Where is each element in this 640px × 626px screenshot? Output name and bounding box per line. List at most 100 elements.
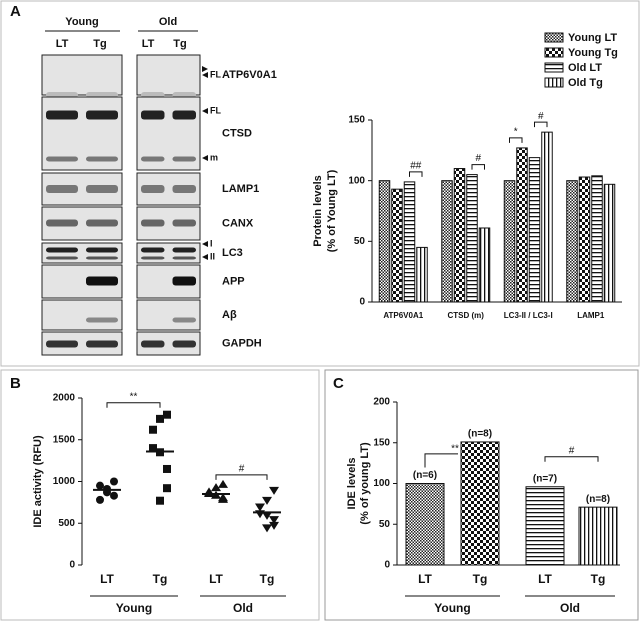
data-point <box>110 491 118 500</box>
legend-label: Young LT <box>568 32 617 44</box>
bar <box>441 180 453 303</box>
sig-bracket <box>544 456 599 462</box>
x-tick-label: ATP6V0A1 <box>383 311 423 320</box>
blot-marker: II <box>210 251 215 261</box>
blot-marker: I <box>210 238 213 248</box>
data-point <box>110 477 118 486</box>
marker-arrow <box>202 108 208 114</box>
blot-row-label: CANX <box>222 217 254 229</box>
annotation: * <box>514 127 518 138</box>
annotation: # <box>239 463 245 474</box>
blot-band <box>172 219 196 227</box>
bar <box>541 131 553 303</box>
blot-marker: m <box>210 152 218 162</box>
sig-bracket <box>409 171 423 177</box>
annotation: # <box>538 111 544 122</box>
blot-row-label: GAPDH <box>222 337 262 349</box>
bar <box>566 180 578 303</box>
annotation: # <box>475 153 481 164</box>
y-tick-label: 100 <box>348 175 365 186</box>
data-point <box>262 496 272 505</box>
data-point <box>163 464 171 473</box>
blot-box <box>136 54 201 96</box>
blot-band <box>86 340 118 348</box>
blot-band <box>46 185 78 193</box>
blot-marker: FL <box>210 105 221 115</box>
sig-bracket <box>106 402 161 408</box>
panel-label: B <box>10 375 21 392</box>
blot-band <box>141 219 165 227</box>
blot-band <box>141 185 165 193</box>
bar <box>578 176 591 303</box>
data-point <box>269 516 279 525</box>
n-label: (n=7) <box>533 473 557 484</box>
blot-band <box>46 247 78 253</box>
blot-band <box>46 219 78 227</box>
bar <box>478 227 491 303</box>
blot-band <box>172 256 196 260</box>
blot-box <box>136 331 201 356</box>
data-point <box>163 410 171 419</box>
blot-band <box>86 219 118 227</box>
data-point <box>96 481 104 490</box>
blot-box <box>136 299 201 331</box>
data-point <box>96 495 104 504</box>
n-label: (n=6) <box>413 470 437 481</box>
y-tick-label: 150 <box>348 115 365 126</box>
lane-label: LT <box>142 38 155 50</box>
blot-band <box>172 340 196 348</box>
bar <box>528 157 541 303</box>
blot-band <box>172 110 196 120</box>
y-tick-label: 500 <box>58 518 75 529</box>
data-point <box>163 484 171 493</box>
data-point <box>269 486 279 495</box>
group-label: Old <box>560 601 580 615</box>
sig-bracket <box>471 164 485 170</box>
blot-band <box>172 317 196 323</box>
blot-box <box>41 242 123 264</box>
marker-arrow <box>202 155 208 161</box>
x-tick-label: LT <box>209 572 223 586</box>
y-tick-label: 50 <box>379 519 391 530</box>
data-point <box>149 425 157 434</box>
y-axis-label: IDE activity (RFU) <box>32 435 44 528</box>
annotation: ## <box>410 161 422 172</box>
bar <box>460 441 500 566</box>
group-label: Young <box>116 601 152 615</box>
x-tick-label: LT <box>100 572 114 586</box>
blot-row-label: ATP6V0A1 <box>222 69 277 81</box>
y-tick-label: 1500 <box>53 434 76 445</box>
blot-row-label: Aβ <box>222 309 237 321</box>
bar <box>591 175 603 303</box>
data-point <box>156 496 164 505</box>
y-tick-label: 50 <box>354 236 366 247</box>
bar <box>453 168 466 303</box>
blot-band <box>86 185 118 193</box>
legend-label: Old LT <box>568 62 602 74</box>
y-axis-label: Protein levels <box>312 175 324 247</box>
bar <box>516 147 528 303</box>
bar <box>405 483 445 566</box>
x-tick-label: LT <box>538 572 552 586</box>
legend-swatch <box>544 32 564 43</box>
blot-marker: FL <box>210 69 221 79</box>
blot-band <box>86 110 118 120</box>
legend-swatch <box>544 47 564 58</box>
y-axis-label: (% of Young LT) <box>326 169 338 252</box>
blot-box <box>41 299 123 331</box>
data-point <box>269 521 279 530</box>
blot-band <box>172 276 196 286</box>
panel-border <box>324 369 639 621</box>
x-tick-label: LAMP1 <box>577 311 605 320</box>
bar <box>466 174 478 303</box>
blot-row-label: APP <box>222 275 245 287</box>
blot-row-label: CTSD <box>222 127 252 139</box>
blot-band <box>46 340 78 348</box>
y-tick-label: 0 <box>69 560 75 571</box>
blot-box <box>41 331 123 356</box>
blot-group: Young <box>65 16 98 28</box>
blot-band <box>46 256 78 260</box>
blot-band <box>86 317 118 323</box>
y-axis-label: (% of young LT) <box>359 442 371 525</box>
y-tick-label: 0 <box>384 560 390 571</box>
